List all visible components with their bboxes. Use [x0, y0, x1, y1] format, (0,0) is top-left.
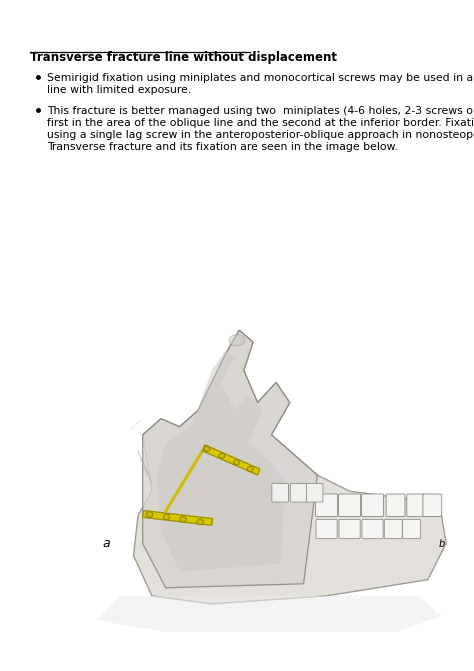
FancyBboxPatch shape [272, 484, 288, 502]
Text: Semirigid fixation using miniplates and monocortical screws may be used in a tra: Semirigid fixation using miniplates and … [47, 73, 474, 83]
Polygon shape [143, 330, 318, 588]
Ellipse shape [197, 519, 203, 525]
FancyBboxPatch shape [338, 494, 361, 517]
FancyBboxPatch shape [306, 484, 323, 502]
FancyBboxPatch shape [362, 519, 383, 539]
FancyBboxPatch shape [407, 494, 426, 517]
Text: using a single lag screw in the anteroposterior-oblique approach in nonosteoporo: using a single lag screw in the anteropo… [47, 130, 474, 140]
Polygon shape [202, 445, 260, 475]
Text: b: b [438, 539, 445, 548]
Text: a: a [102, 537, 109, 550]
Ellipse shape [204, 446, 210, 452]
Ellipse shape [219, 453, 225, 458]
Text: line with limited exposure.: line with limited exposure. [47, 85, 191, 95]
FancyBboxPatch shape [290, 484, 307, 502]
Ellipse shape [229, 335, 245, 346]
Polygon shape [143, 511, 212, 525]
FancyBboxPatch shape [386, 494, 405, 517]
Polygon shape [97, 596, 441, 632]
FancyBboxPatch shape [316, 494, 337, 517]
FancyBboxPatch shape [316, 519, 337, 539]
Ellipse shape [164, 514, 170, 520]
FancyBboxPatch shape [339, 519, 360, 539]
FancyBboxPatch shape [362, 494, 383, 517]
Text: Transverse fracture and its fixation are seen in the image below.: Transverse fracture and its fixation are… [47, 142, 398, 152]
FancyBboxPatch shape [403, 519, 420, 539]
Text: Transverse fracture line without displacement: Transverse fracture line without displac… [30, 51, 337, 64]
Ellipse shape [247, 466, 253, 472]
Polygon shape [134, 330, 446, 604]
Text: This fracture is better managed using two  miniplates (4-6 holes, 2-3 screws on : This fracture is better managed using tw… [47, 106, 474, 116]
Ellipse shape [146, 512, 153, 517]
FancyBboxPatch shape [384, 519, 402, 539]
Ellipse shape [234, 460, 239, 465]
FancyBboxPatch shape [423, 494, 442, 517]
Polygon shape [156, 350, 285, 572]
Text: first in the area of the oblique line and the second at the inferior border. Fix: first in the area of the oblique line an… [47, 118, 474, 128]
Ellipse shape [180, 517, 186, 522]
